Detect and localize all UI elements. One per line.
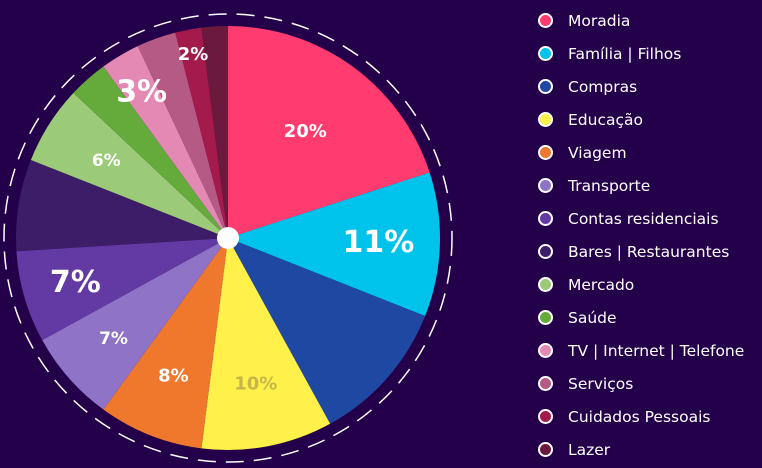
pie-data-label: 2% [178,44,209,65]
legend-label: Saúde [568,308,617,327]
pie-slice-1 [228,26,430,238]
pie-slice-6 [42,238,228,410]
legend-label: Mercado [568,275,635,294]
legend-item: Compras [538,70,744,103]
legend-item: Lazer [538,433,744,466]
pie-slice-3 [228,238,426,424]
pie-slice-11 [103,46,228,238]
legend-label: Viagem [568,143,627,162]
legend: Moradia Família | Filhos Compras Educação Vi… [538,4,744,466]
legend-swatch-icon [538,112,553,127]
legend-item: Moradia [538,4,744,37]
legend-label: Família | Filhos [568,44,682,63]
legend-item: Mercado [538,268,744,301]
legend-swatch-icon [538,46,553,61]
pie-slice-13 [175,27,228,239]
legend-label: TV | Internet | Telefone [568,341,745,360]
legend-item: Cuidados Pessoais [538,400,744,433]
legend-item: TV | Internet | Telefone [538,334,744,367]
legend-item: Saúde [538,301,744,334]
pie-data-label: 11% [343,225,415,260]
legend-label: Cuidados Pessoais [568,407,711,426]
legend-label: Bares | Restaurantes [568,242,730,261]
legend-label: Educação [568,110,643,129]
legend-swatch-icon [538,409,553,424]
pie-data-label: 6% [92,151,121,171]
pie-slice-5 [103,238,228,449]
legend-item: Serviços [538,367,744,400]
legend-swatch-icon [538,244,553,259]
pie-data-labels: 20% 11% 10% 8% 7% 7% 6% 3% 2% [50,44,415,394]
legend-label: Serviços [568,374,634,393]
legend-item: Viagem [538,136,744,169]
legend-item: Bares | Restaurantes [538,235,744,268]
pie-data-label: 7% [50,265,101,300]
legend-swatch-icon [538,211,553,226]
pie-chart: 20% 11% 10% 8% 7% 7% 6% 3% 2% [3,13,453,463]
legend-swatch-icon [538,277,553,292]
pie-data-label: 20% [284,121,327,142]
dashed-outer-ring [3,13,453,463]
legend-label: Moradia [568,11,631,30]
pie-data-label: 7% [99,329,128,349]
legend-item: Transporte [538,169,744,202]
legend-label: Lazer [568,440,611,459]
pie-slice-2 [228,172,441,317]
legend-label: Compras [568,77,638,96]
legend-item: Educação [538,103,744,136]
pie-slice-8 [16,159,229,252]
legend-label: Contas residenciais [568,209,719,228]
pie-slice-12 [137,32,228,238]
pie-slice-4 [201,238,331,450]
legend-swatch-icon [538,145,553,160]
legend-swatch-icon [538,310,553,325]
pie-data-label: 10% [234,373,277,394]
legend-swatch-icon [538,376,553,391]
legend-item: Família | Filhos [538,37,744,70]
center-dot [217,227,239,249]
pie-slice-9 [30,92,228,239]
pie-slice-7 [16,238,228,341]
legend-swatch-icon [538,178,553,193]
pie-data-label: 3% [116,75,167,110]
legend-item: Contas residenciais [538,202,744,235]
legend-swatch-icon [538,442,553,457]
legend-label: Transporte [568,176,651,195]
pie-slice-10 [73,66,228,238]
legend-swatch-icon [538,343,553,358]
pie-data-label: 8% [158,365,189,386]
pie-slices [16,26,441,450]
pie-slice-14 [201,26,228,238]
legend-swatch-icon [538,79,553,94]
legend-swatch-icon [538,13,553,28]
